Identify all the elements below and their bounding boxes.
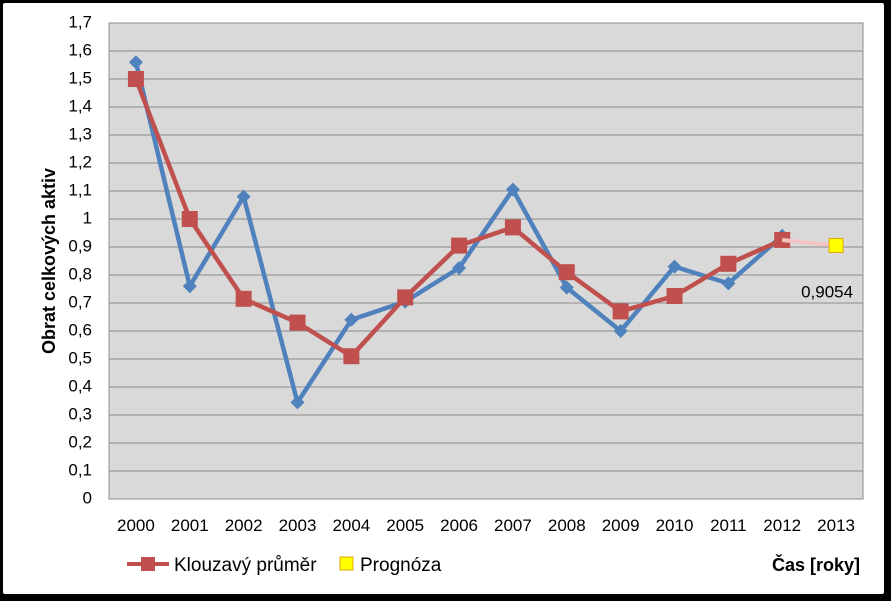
x-axis-title: Čas [roky]: [772, 554, 860, 575]
klouzavy-prumer-marker: [720, 255, 737, 272]
y-tick-label: 1,5: [68, 68, 92, 87]
x-tick-label: 2011: [710, 516, 747, 535]
series-1-marker: [236, 189, 251, 204]
series-1-marker: [613, 324, 628, 338]
y-tick-label: 0,1: [68, 460, 92, 479]
y-axis-title: Obrat celkových aktiv: [39, 168, 59, 354]
x-tick-label: 2002: [225, 516, 263, 535]
y-tick-label: 0,8: [68, 264, 92, 283]
klouzavy-prumer-marker: [666, 288, 683, 304]
x-tick-label: 2013: [817, 516, 855, 535]
klouzavy-prumer-marker: [397, 289, 414, 306]
x-tick-label: 2000: [117, 516, 155, 535]
series-1-marker: [559, 280, 574, 295]
data-label: 0,9054: [801, 282, 853, 301]
x-axis-ticks: 2000 2001 2002 2003 2004 2005 2006 2007 2008 2009…: [117, 516, 855, 535]
series-1-marker: [182, 279, 197, 294]
legend-item-prognoza: Prognóza: [339, 555, 442, 576]
y-tick-label: 0,7: [68, 292, 92, 311]
y-tick-label: 1,6: [68, 40, 92, 59]
klouzavy-prumer-marker: [127, 71, 144, 87]
x-tick-label: 2012: [763, 516, 801, 535]
x-tick-label: 2003: [279, 516, 317, 535]
series-1-marker: [128, 55, 143, 70]
series-1-marker: [721, 276, 736, 291]
x-tick-label: 2010: [656, 516, 694, 535]
x-tick-label: 2007: [494, 516, 532, 535]
klouzavy-prumer-marker: [558, 264, 575, 281]
legend-item-klouzavy-prumer: Klouzavý průměr: [127, 555, 317, 576]
y-tick-label: 1,7: [68, 12, 92, 31]
series-1-marker: [290, 395, 305, 410]
legend: Klouzavý průměr Prognóza: [127, 555, 442, 576]
y-axis-ticks: 0 0,1 0,2 0,3 0,4 0,5 0,6 0,7 0,8 0,9 1 1,1 1,2 1,3 1,…: [68, 12, 92, 507]
klouzavy-prumer-marker: [504, 219, 521, 236]
prognoza-marker: [828, 237, 844, 253]
legend-label-klouzavy-prumer: Klouzavý průměr: [174, 555, 317, 576]
y-tick-label: 0,2: [68, 432, 92, 451]
y-tick-label: 1: [83, 208, 92, 227]
y-tick-label: 1,3: [68, 124, 92, 143]
klouzavy-prumer-marker: [181, 211, 198, 227]
klouzavy-prumer-marker: [343, 348, 360, 365]
y-tick-label: 0,4: [68, 376, 92, 395]
klouzavy-prumer-marker: [451, 237, 468, 254]
klouzavy-prumer-marker: [235, 290, 252, 307]
y-tick-label: 0,6: [68, 320, 92, 339]
line-chart: 0 0,1 0,2 0,3 0,4 0,5 0,6 0,7 0,8 0,9 1 1,1 1,2 1,3 1,…: [39, 12, 864, 576]
x-tick-label: 2008: [548, 516, 586, 535]
series-1-marker: [344, 312, 359, 327]
series-prognoza: [782, 237, 844, 253]
gridlines: [109, 50, 863, 472]
y-tick-label: 0,5: [68, 348, 92, 367]
series-1-marker: [667, 259, 682, 274]
series-1-marker: [505, 182, 520, 197]
y-tick-label: 1,2: [68, 152, 92, 171]
y-tick-label: 0,9: [68, 236, 92, 255]
legend-marker-prognoza: [339, 556, 354, 571]
chart-frame: 0 0,1 0,2 0,3 0,4 0,5 0,6 0,7 0,8 0,9 1 1,1 1,2 1,3 1,…: [3, 3, 884, 594]
series-1-marker: [452, 261, 467, 275]
y-tick-label: 1,1: [68, 180, 92, 199]
x-tick-label: 2001: [171, 516, 209, 535]
annotations: 0,9054: [801, 282, 853, 301]
klouzavy-prumer-marker: [612, 303, 629, 320]
prognoza-connector: [782, 238, 837, 248]
legend-label-prognoza: Prognóza: [360, 555, 442, 576]
x-tick-label: 2009: [602, 516, 640, 535]
y-tick-label: 1,4: [68, 96, 92, 115]
x-tick-label: 2004: [332, 516, 370, 535]
y-tick-label: 0,3: [68, 404, 92, 423]
series-klouzavy-prumer: [127, 71, 791, 365]
plot-area: [108, 22, 864, 500]
legend-marker-klouzavy-prumer: [141, 557, 155, 571]
x-tick-label: 2005: [386, 516, 424, 535]
y-tick-label: 0: [83, 488, 92, 507]
series-layer: [127, 55, 844, 410]
klouzavy-prumer-marker: [289, 314, 306, 331]
x-tick-label: 2006: [440, 516, 478, 535]
